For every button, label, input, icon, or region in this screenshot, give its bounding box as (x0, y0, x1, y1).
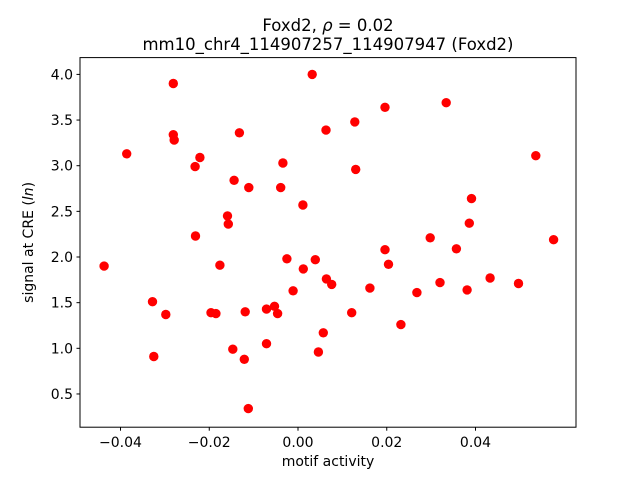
x-tick-label: −0.04 (99, 435, 142, 451)
data-point (313, 347, 324, 357)
data-point (240, 307, 250, 317)
data-point (99, 261, 109, 271)
data-point (466, 193, 477, 204)
data-point (211, 308, 221, 319)
data-point (278, 158, 288, 168)
data-point (195, 152, 205, 163)
rho-symbol: ρ (322, 16, 333, 35)
data-point (282, 254, 292, 264)
data-point (269, 301, 280, 311)
data-point (149, 351, 159, 362)
data-point (298, 264, 308, 274)
data-point (243, 403, 253, 414)
y-tick-label: 3.0 (51, 159, 73, 175)
data-point (239, 354, 249, 364)
data-point (307, 69, 317, 80)
data-point (215, 260, 225, 270)
data-point (229, 175, 239, 185)
data-point (351, 164, 361, 175)
data-point (318, 328, 328, 338)
x-tick-label: 0.00 (282, 435, 313, 451)
y-tick-label: 1.5 (51, 296, 73, 312)
y-axis-ticks: 0.5 1.0 1.5 2.0 2.5 3.0 3.5 4.0 (51, 67, 80, 403)
data-point (321, 125, 331, 135)
y-axis-label: signal at CRE (ln) (21, 182, 37, 303)
x-axis-ticks: −0.04 −0.02 0.00 0.02 0.04 (99, 427, 491, 451)
data-point (347, 308, 357, 318)
data-point (122, 149, 132, 159)
y-tick-label: 2.0 (51, 250, 73, 266)
data-point (451, 244, 462, 254)
y-tick-label: 0.5 (51, 387, 73, 403)
x-tick-label: −0.02 (188, 435, 231, 451)
data-point (350, 117, 360, 127)
data-point (310, 255, 320, 265)
data-point (223, 219, 233, 229)
data-point (261, 339, 272, 349)
data-point (190, 231, 201, 241)
data-point (441, 98, 451, 108)
data-point (380, 102, 390, 113)
data-point (168, 78, 178, 89)
data-point (147, 297, 158, 307)
y-tick-label: 4.0 (51, 67, 73, 83)
data-point (169, 135, 179, 145)
data-point (464, 218, 474, 228)
data-point (485, 273, 495, 283)
data-point (261, 304, 272, 314)
data-point (531, 151, 541, 161)
data-point (228, 344, 238, 354)
data-point (513, 278, 524, 289)
data-points (99, 69, 559, 414)
x-axis-label: motif activity (282, 454, 375, 470)
ln-symbol: ln (21, 187, 37, 200)
data-point (380, 245, 390, 255)
data-point (327, 279, 337, 290)
x-tick-label: 0.04 (460, 435, 491, 451)
data-point (548, 235, 559, 245)
y-tick-label: 3.5 (51, 113, 73, 129)
data-point (383, 259, 394, 269)
data-point (222, 211, 233, 221)
y-tick-label: 1.0 (51, 341, 73, 357)
chart-subtitle: mm10_chr4_114907257_114907947 (Foxd2) (142, 35, 513, 55)
data-point (276, 182, 286, 193)
data-point (288, 286, 298, 296)
data-point (425, 233, 435, 243)
x-tick-label: 0.02 (371, 435, 402, 451)
data-point (365, 283, 375, 293)
data-point (234, 128, 245, 138)
data-point (161, 309, 171, 320)
data-point (462, 285, 472, 295)
data-point (412, 287, 422, 298)
plot-area-frame (79, 57, 577, 428)
data-point (396, 319, 406, 330)
data-point (244, 182, 254, 193)
data-point (435, 277, 445, 288)
y-tick-label: 2.5 (51, 204, 73, 220)
chart-title: Foxd2, ρ = 0.02 (262, 16, 393, 35)
data-point (298, 200, 308, 210)
data-point (190, 161, 200, 172)
data-point (272, 308, 283, 319)
